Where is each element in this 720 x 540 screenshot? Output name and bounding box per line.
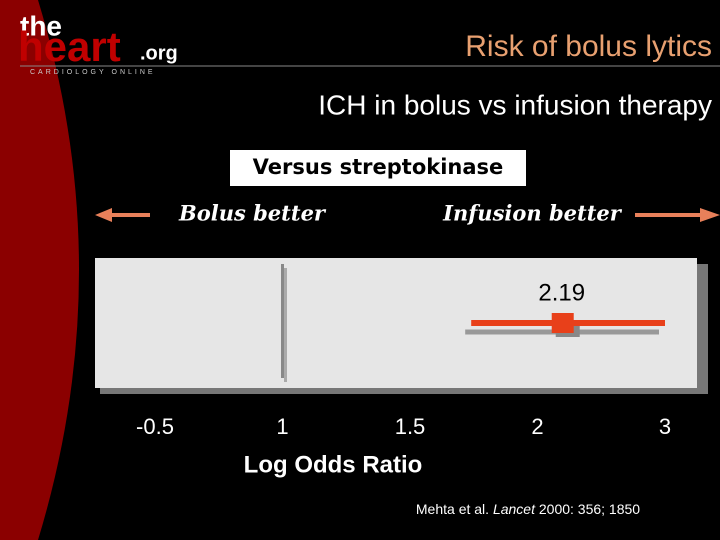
logo-heart: heart [18, 23, 121, 70]
estimate-label: 2.19 [538, 279, 585, 306]
estimate-marker [551, 313, 574, 333]
citation-ref: 2000: 356; 1850 [539, 501, 640, 517]
citation: Mehta et al. Lancet 2000: 356; 1850 [416, 501, 640, 517]
left-label: Bolus better [178, 201, 327, 226]
x-tick-label: 2 [531, 414, 543, 439]
title: Risk of bolus lytics [465, 30, 712, 63]
comparison-box [230, 150, 526, 186]
citation-authors: Mehta et al. [416, 501, 489, 517]
left-arrow [95, 208, 150, 222]
x-tick-label: -0.5 [136, 414, 174, 439]
citation-journal: Lancet [493, 501, 536, 517]
logo-the: the [20, 10, 62, 41]
x-tick-label: 1.5 [395, 414, 426, 439]
x-tick-label: 3 [659, 414, 671, 439]
red-band [0, 0, 79, 540]
right-label: Infusion better [442, 201, 623, 226]
subtitle: ICH in bolus vs infusion therapy [318, 89, 712, 120]
comparison-label: Versus streptokinase [253, 155, 504, 179]
logo-org: .org [140, 42, 178, 64]
x-tick-label: 1 [276, 414, 288, 439]
right-arrow [635, 208, 720, 222]
x-axis-label: Log Odds Ratio [244, 451, 423, 478]
logo-tagline: CARDIOLOGY ONLINE [30, 69, 156, 76]
